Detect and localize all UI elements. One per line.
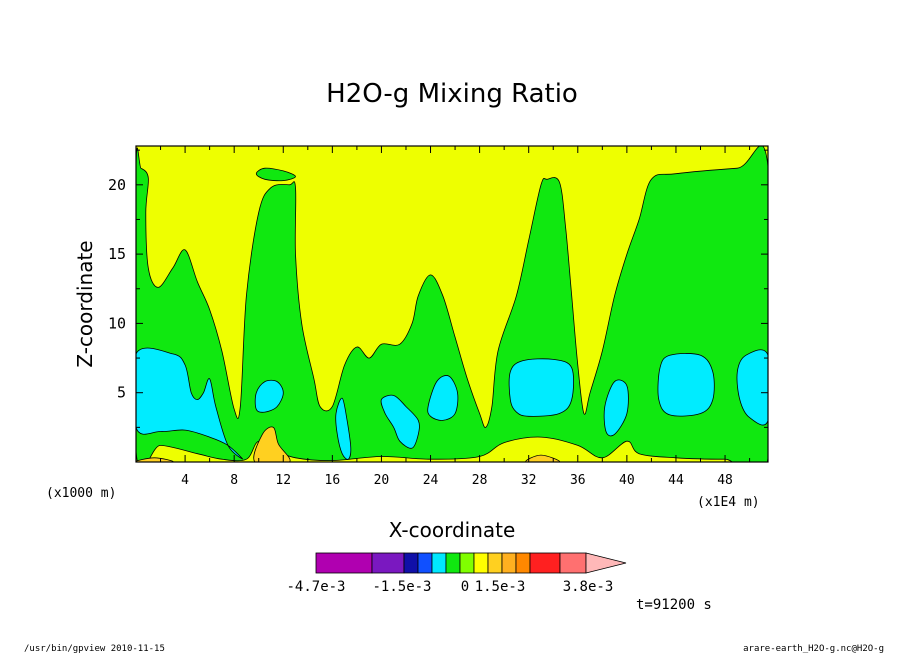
x-tick-label: 20 bbox=[374, 473, 390, 488]
x-tick-label: 8 bbox=[230, 473, 238, 488]
x-tick-label: 40 bbox=[619, 473, 635, 488]
x-scale-left: (x1000 m) bbox=[46, 486, 116, 501]
colorbar-segment bbox=[559, 552, 587, 574]
contour-cyan bbox=[736, 349, 768, 426]
colorbar-label: 3.8e-3 bbox=[563, 579, 614, 595]
colorbar-segment bbox=[473, 552, 489, 574]
y-tick-label: 10 bbox=[108, 314, 126, 332]
colorbar-segment bbox=[515, 552, 531, 574]
x-tick-label: 36 bbox=[570, 473, 586, 488]
contour-orange bbox=[136, 457, 174, 462]
contour-green bbox=[136, 146, 768, 462]
colorbar-segment bbox=[371, 552, 405, 574]
contour-cyan bbox=[380, 394, 420, 449]
contour-green-top bbox=[255, 167, 296, 182]
colorbar-label: -1.5e-3 bbox=[372, 579, 431, 595]
plot-frame bbox=[135, 145, 769, 463]
colorbar-segment bbox=[315, 552, 373, 574]
colorbar bbox=[315, 552, 627, 574]
contour-cyan bbox=[254, 379, 284, 413]
footer-left: /usr/bin/gpview 2010-11-15 bbox=[24, 644, 165, 654]
colorbar-segment bbox=[431, 552, 447, 574]
colorbar-arrow bbox=[585, 552, 627, 574]
contour-orange bbox=[253, 426, 291, 462]
x-tick-label: 28 bbox=[472, 473, 488, 488]
footer-right: arare-earth_H2O-g.nc@H2O-g bbox=[743, 644, 884, 654]
contour-cyan bbox=[603, 379, 629, 437]
colorbar-label: 1.5e-3 bbox=[475, 579, 526, 595]
time-label: t=91200 s bbox=[636, 597, 712, 613]
x-tick-label: 12 bbox=[275, 473, 291, 488]
colorbar-segment bbox=[459, 552, 475, 574]
y-axis-title: Z-coordinate bbox=[73, 240, 97, 367]
y-axis: 5 10 15 20 bbox=[108, 149, 768, 428]
x-tick-label: 32 bbox=[521, 473, 537, 488]
contour-cyan bbox=[427, 375, 459, 421]
colorbar-label: 0 bbox=[461, 579, 469, 595]
colorbar-segment bbox=[417, 552, 433, 574]
chart-title: H2O-g Mixing Ratio bbox=[326, 79, 578, 109]
x-axis-title: X-coordinate bbox=[389, 518, 516, 542]
colorbar-labels: -4.7e-3 -1.5e-3 0 1.5e-3 3.8e-3 bbox=[286, 579, 613, 595]
x-axis: 4 8 12 16 20 24 28 32 36 40 44 48 bbox=[160, 146, 751, 488]
x-tick-label: 4 bbox=[181, 473, 189, 488]
x-tick-label: 44 bbox=[668, 473, 684, 488]
contour-cyan bbox=[508, 358, 574, 417]
contour-cyan bbox=[335, 397, 352, 460]
colorbar-label: -4.7e-3 bbox=[286, 579, 345, 595]
x-tick-label: 16 bbox=[325, 473, 341, 488]
colorbar-segment bbox=[501, 552, 517, 574]
y-tick-label: 5 bbox=[117, 384, 126, 402]
y-tick-label: 20 bbox=[108, 176, 126, 194]
plot-area bbox=[135, 145, 769, 463]
colorbar-segment bbox=[529, 552, 561, 574]
x-tick-label: 24 bbox=[423, 473, 439, 488]
x-tick-label: 48 bbox=[717, 473, 733, 488]
y-tick-label: 15 bbox=[108, 245, 126, 263]
colorbar-segment bbox=[403, 552, 419, 574]
contour-cyan bbox=[657, 353, 715, 417]
colorbar-segment bbox=[445, 552, 461, 574]
colorbar-segment bbox=[487, 552, 503, 574]
contour-cyan bbox=[136, 347, 244, 460]
x-scale-right: (x1E4 m) bbox=[697, 495, 760, 510]
